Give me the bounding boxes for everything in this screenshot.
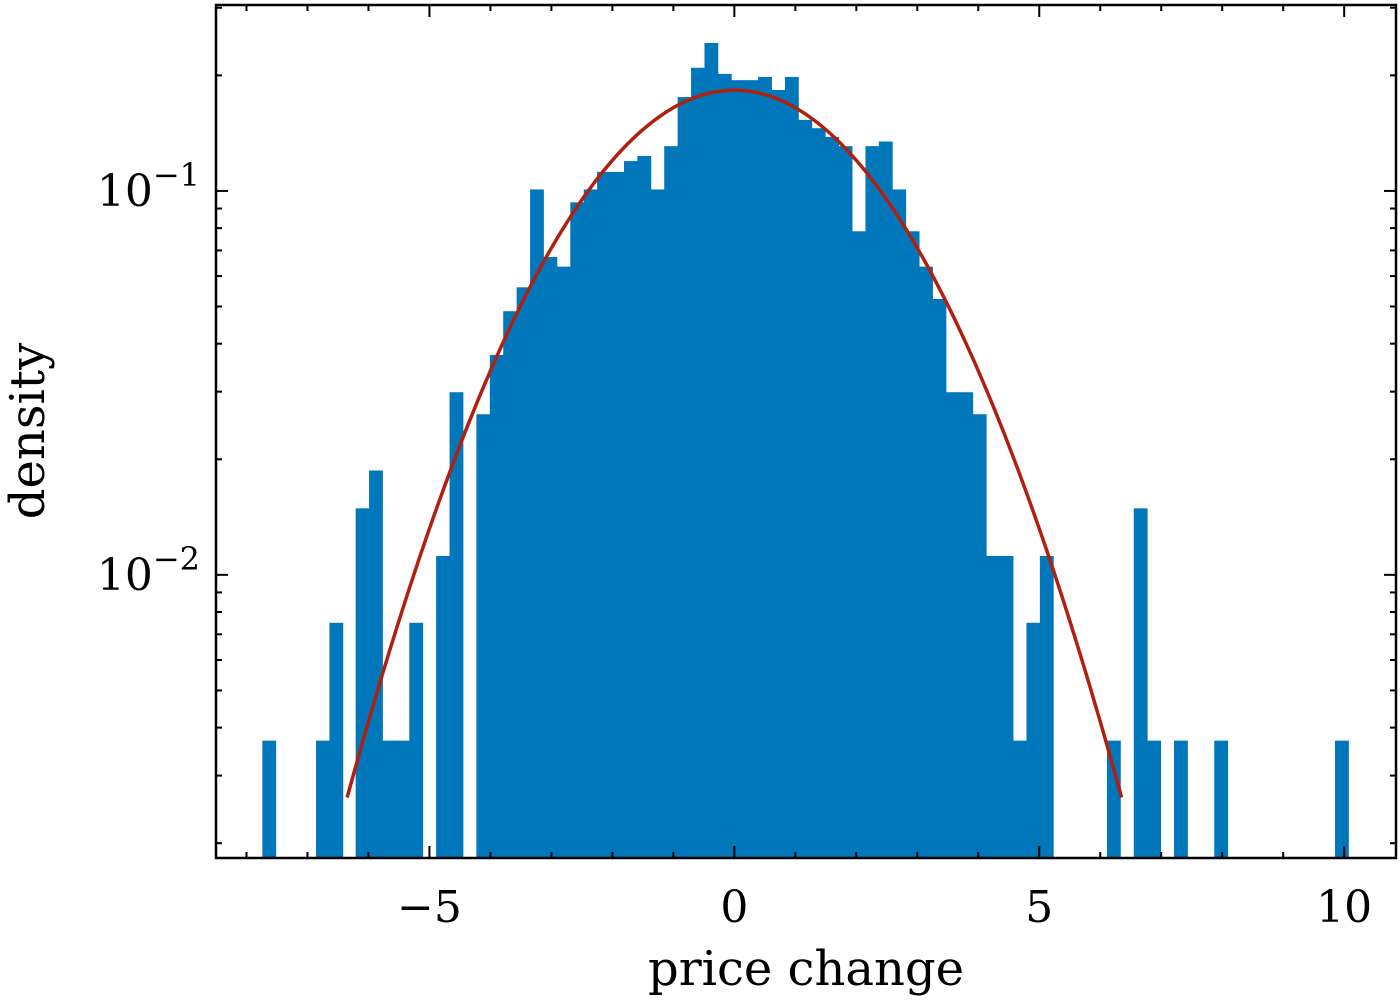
histogram-bar	[852, 231, 866, 859]
histogram-bar	[744, 80, 759, 859]
histogram-bar	[758, 76, 772, 858]
histogram-bars	[262, 42, 1349, 859]
histogram-bar	[878, 141, 893, 858]
histogram-bar	[771, 89, 786, 859]
histogram-bar	[892, 189, 907, 858]
histogram-bar	[1214, 740, 1229, 858]
histogram-bar	[623, 161, 638, 859]
histogram-bar	[382, 740, 397, 858]
histogram-bar	[691, 67, 705, 858]
histogram-bar	[1147, 740, 1162, 858]
histogram-bar	[329, 622, 344, 858]
histogram-bar	[503, 311, 518, 859]
histogram-bar	[570, 202, 585, 858]
histogram-bar	[316, 740, 330, 858]
histogram-bar	[436, 555, 450, 858]
histogram-bar	[865, 146, 880, 858]
histogram-bar	[1106, 740, 1121, 858]
histogram-bar	[637, 156, 652, 858]
histogram-bar	[1026, 622, 1041, 858]
histogram-bar	[597, 171, 611, 858]
histogram-bar	[731, 80, 746, 859]
x-axis-label: price change	[648, 941, 964, 997]
histogram-bar	[717, 73, 732, 859]
histogram-bar	[811, 128, 826, 858]
histogram-bar	[664, 146, 679, 858]
histogram-bar	[838, 146, 853, 858]
histogram-bar	[1133, 508, 1148, 858]
histogram-bar	[945, 392, 960, 858]
histogram-bar	[798, 119, 813, 858]
histogram-bar	[919, 266, 933, 858]
y-tick-label: 10−2	[97, 540, 200, 601]
histogram-bar	[489, 354, 504, 858]
histogram-bar	[476, 414, 491, 858]
histogram-bar	[1335, 740, 1349, 858]
histogram-bar	[409, 622, 424, 858]
histogram-bar	[784, 76, 799, 858]
histogram-bar	[355, 508, 370, 858]
x-tick-label: 0	[720, 882, 748, 933]
histogram-bar	[677, 97, 692, 859]
histogram-bar	[650, 189, 665, 858]
histogram-bar	[704, 42, 719, 858]
histogram-bar	[972, 414, 987, 858]
histogram-bar	[530, 189, 544, 858]
histogram-bar	[1013, 740, 1027, 858]
y-tick-labels: 10−1 10−2	[97, 156, 200, 601]
histogram-bar	[449, 392, 464, 858]
x-tick-labels: −5 0 5 10	[397, 882, 1372, 933]
x-tick-label: 10	[1316, 882, 1372, 933]
histogram-bar	[516, 287, 531, 858]
y-axis-label: density	[0, 343, 56, 519]
y-tick-label: 10−1	[97, 156, 200, 217]
plot-frame	[214, 3, 1398, 860]
histogram-bar	[999, 555, 1014, 858]
histogram-bar	[262, 740, 277, 858]
x-tick-label: −5	[397, 882, 462, 933]
fitted-curve	[345, 88, 1124, 798]
histogram-bar	[1039, 555, 1054, 858]
histogram-bar	[932, 299, 947, 858]
histogram-bar	[543, 256, 558, 859]
histogram-bar	[905, 231, 920, 859]
histogram-bar	[959, 392, 974, 858]
histogram-bar	[825, 136, 840, 858]
histogram-bar	[369, 470, 383, 858]
histogram-bar	[986, 555, 1001, 858]
histogram-bar	[395, 740, 410, 858]
histogram-bar	[1174, 740, 1188, 858]
x-tick-label: 5	[1025, 882, 1053, 933]
histogram-bar	[583, 189, 598, 858]
histogram-bar	[610, 171, 625, 858]
histogram-bar	[556, 266, 571, 858]
